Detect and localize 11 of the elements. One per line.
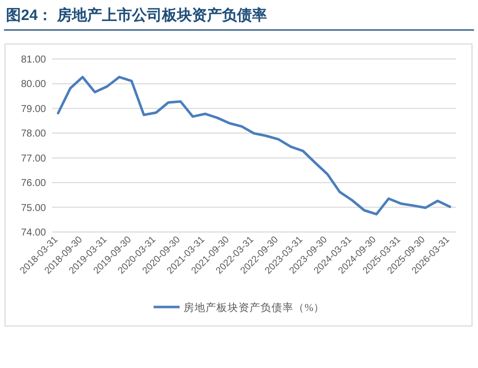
chart-title: 图24： 房地产上市公司板块资产负债率 — [6, 6, 267, 24]
y-tick-label: 74.00 — [20, 228, 46, 238]
y-tick-label: 76.00 — [20, 178, 46, 190]
legend-label: 房地产板块资产负债率（%） — [184, 301, 324, 314]
y-tick-label: 77.00 — [20, 153, 46, 164]
y-tick-label: 75.00 — [20, 202, 46, 214]
y-tick-label: 78.00 — [20, 128, 46, 140]
line-series — [56, 76, 452, 216]
y-tick-label: 81.00 — [20, 54, 46, 66]
y-tick-label: 79.00 — [20, 104, 46, 115]
y-tick-label: 80.00 — [20, 79, 46, 90]
